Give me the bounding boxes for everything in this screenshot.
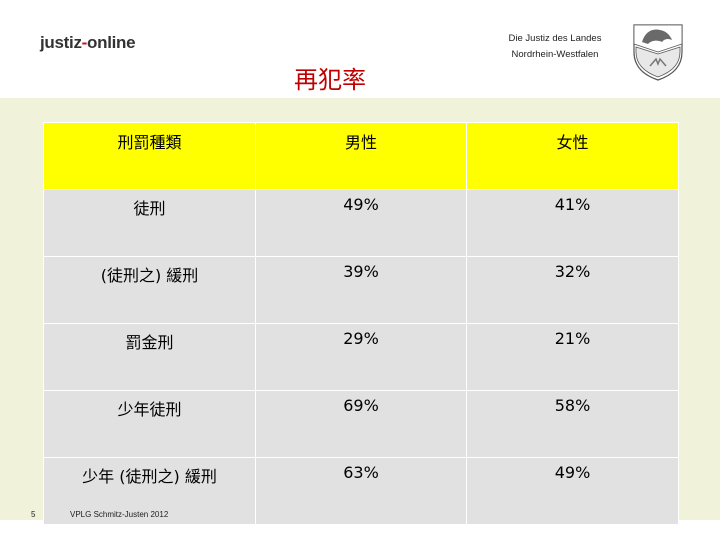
header-female: 女性	[466, 122, 679, 190]
recidivism-table: 刑罰種類 男性 女性 徒刑 49% 41% (徒刑之) 緩刑 39% 32% 罰…	[43, 122, 679, 525]
header-penalty-type: 刑罰種類	[43, 122, 256, 190]
organization-line-1: Die Justiz des Landes	[508, 33, 602, 44]
footer-source: VPLG Schmitz-Justen 2012	[70, 510, 169, 519]
table-row: 少年 (徒刑之) 緩刑 63% 49%	[43, 457, 679, 525]
male-rate-cell: 39%	[255, 256, 467, 324]
male-rate-cell: 69%	[255, 390, 467, 458]
justiz-online-logo: justiz-online	[40, 33, 136, 53]
header-male: 男性	[255, 122, 467, 190]
table-row: 徒刑 49% 41%	[43, 189, 679, 257]
female-rate-cell: 58%	[466, 390, 679, 458]
male-rate-cell: 29%	[255, 323, 467, 391]
penalty-type-cell: (徒刑之) 緩刑	[43, 256, 256, 324]
female-rate-cell: 32%	[466, 256, 679, 324]
penalty-type-cell: 少年徒刑	[43, 390, 256, 458]
organization-line-2: Nordrhein-Westfalen	[511, 49, 599, 60]
table-header-row: 刑罰種類 男性 女性	[43, 122, 679, 190]
logo-text-suffix: online	[87, 33, 136, 52]
penalty-type-cell: 徒刑	[43, 189, 256, 257]
table-row: 罰金刑 29% 21%	[43, 323, 679, 391]
penalty-type-cell: 罰金刑	[43, 323, 256, 391]
table-row: (徒刑之) 緩刑 39% 32%	[43, 256, 679, 324]
female-rate-cell: 49%	[466, 457, 679, 525]
organization-name: Die Justiz des Landes Nordrhein-Westfale…	[490, 31, 620, 63]
penalty-type-cell: 少年 (徒刑之) 緩刑	[43, 457, 256, 525]
female-rate-cell: 21%	[466, 323, 679, 391]
male-rate-cell: 63%	[255, 457, 467, 525]
slide-title: 再犯率	[294, 66, 366, 94]
logo-text-dash: -	[81, 33, 88, 52]
female-rate-cell: 41%	[466, 189, 679, 257]
nrw-coat-of-arms-icon	[633, 24, 683, 81]
page-number: 5	[31, 510, 36, 519]
male-rate-cell: 49%	[255, 189, 467, 257]
logo-text-prefix: justiz	[40, 33, 82, 52]
table-row: 少年徒刑 69% 58%	[43, 390, 679, 458]
